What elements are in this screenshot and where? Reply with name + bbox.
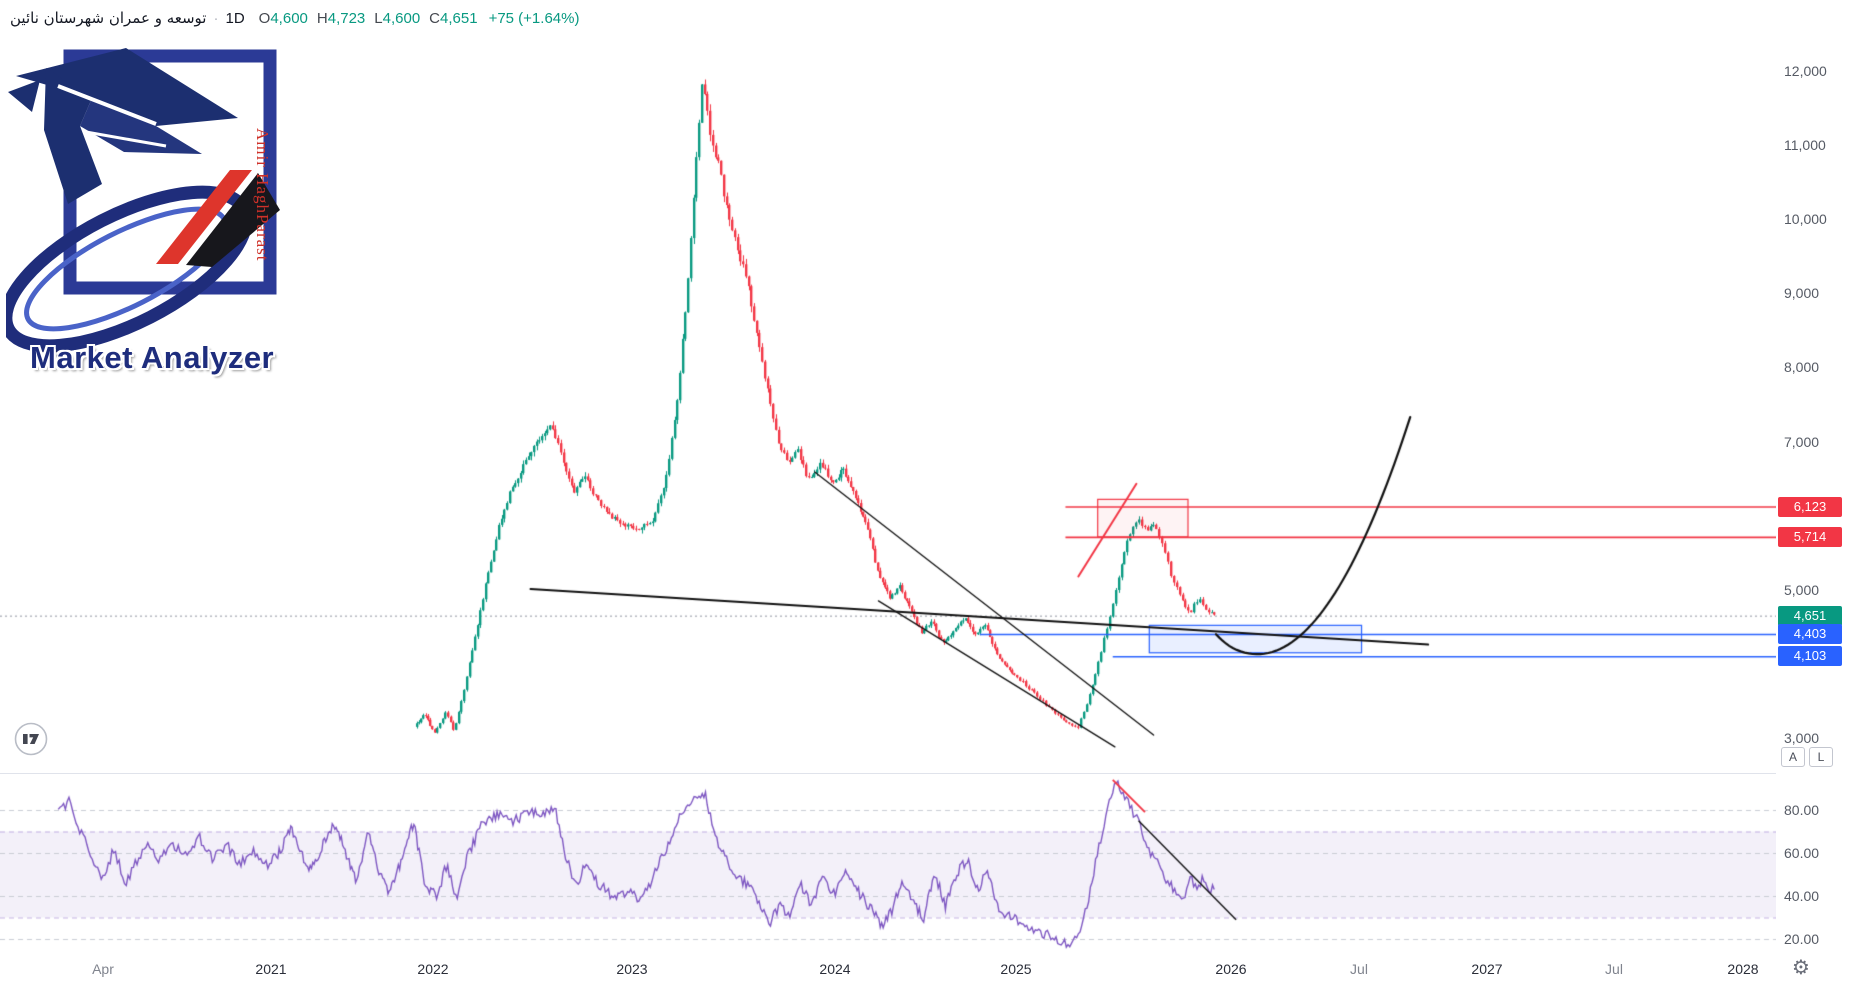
rsi-axis-label: 20.00 — [1784, 931, 1820, 947]
price-tag: 5,714 — [1778, 526, 1842, 547]
tradingview-logo[interactable] — [14, 722, 48, 756]
price-axis-label: 7,000 — [1784, 433, 1820, 450]
separator-dot: · — [213, 9, 219, 27]
time-axis-label: 2028 — [1727, 961, 1759, 977]
settings-gear-icon[interactable]: ⚙ — [1792, 955, 1810, 979]
time-axis[interactable]: Apr 2021 2022 2023 2024 2025 2026 Jul 2027 Jul 202… — [0, 952, 1849, 987]
time-axis-label: 2026 — [1215, 961, 1247, 977]
ohlc-high: H4,723 — [316, 9, 366, 27]
time-axis-label: Jul — [1605, 961, 1623, 977]
price-axis-label: 9,000 — [1784, 285, 1820, 302]
price-axis-label: 3,000 — [1784, 730, 1820, 746]
ohlc-open: O4,600 — [258, 9, 308, 27]
ohlc-low: L4,600 — [374, 9, 421, 27]
rsi-axis-label: 40.00 — [1784, 888, 1820, 904]
pane-resize-divider[interactable] — [0, 773, 1849, 774]
log-scale-button[interactable]: L — [1809, 747, 1833, 767]
rsi-axis-label: 80.00 — [1784, 802, 1820, 818]
time-axis-label: 2021 — [255, 961, 287, 977]
price-tag: 6,123 — [1778, 496, 1842, 517]
ohlc-close: C4,651 — [429, 9, 478, 27]
price-axis-label: 10,000 — [1784, 211, 1827, 228]
price-tag: 4,403 — [1778, 624, 1842, 645]
time-axis-label: 2023 — [616, 961, 648, 977]
price-axis-label: 5,000 — [1784, 581, 1820, 598]
time-axis-label: 2027 — [1471, 961, 1503, 977]
time-axis-label: 2024 — [819, 961, 851, 977]
rsi-axis-label: 60.00 — [1784, 845, 1820, 861]
symbol-name[interactable]: توسعه و عمران شهرستان نائین — [10, 9, 207, 27]
price-axis-label: 11,000 — [1784, 137, 1826, 154]
time-axis-label: 2025 — [1000, 961, 1032, 977]
price-axis-label: 8,000 — [1784, 359, 1820, 376]
change-value: +75 (+1.64%) — [488, 9, 580, 27]
time-axis-label: Apr — [92, 961, 114, 977]
timeframe-label[interactable]: 1D — [225, 9, 245, 27]
chart-legend: توسعه و عمران شهرستان نائین · 1D O4,600 … — [10, 9, 579, 27]
time-axis-label: Jul — [1350, 961, 1368, 977]
ohlc-values: O4,600 H4,723 L4,600 C4,651 — [259, 10, 487, 27]
time-axis-label: 2022 — [417, 961, 449, 977]
price-axis-label: 12,000 — [1784, 63, 1827, 79]
price-tag: 4,103 — [1778, 646, 1842, 667]
price-axis[interactable]: 12,000 11,000 10,000 9,000 8,000 7,000 5,000 3,… — [1776, 0, 1849, 987]
price-tag: 4,651 — [1778, 605, 1842, 626]
auto-scale-button[interactable]: A — [1781, 747, 1805, 767]
